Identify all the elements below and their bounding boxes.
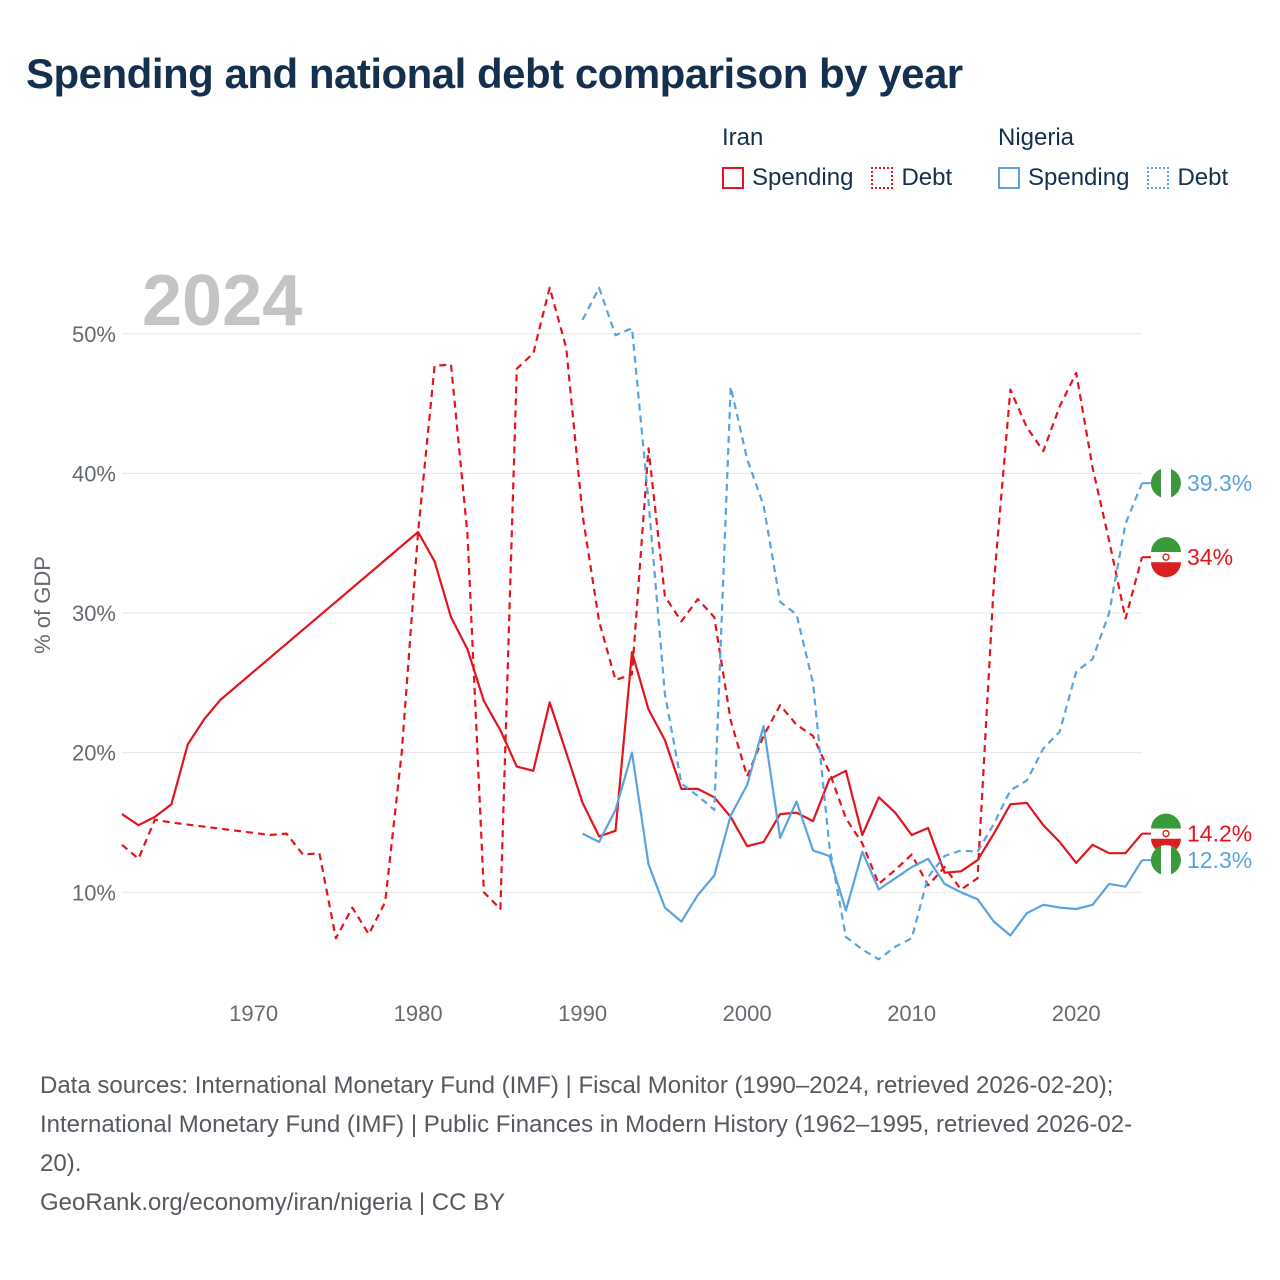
x-tick-label: 1990 [558,1001,607,1026]
year-watermark: 2024 [142,261,302,341]
legend-item-label: Spending [1028,164,1130,191]
line-chart: 2024 % of GDP 10%20%30%40%50% 1970 1980 19… [30,261,1252,1026]
chart-title: Spending and national debt comparison by… [26,50,963,97]
data-sources: Data sources: International Monetary Fun… [40,1066,1240,1222]
legend-item-nigeria-debt[interactable]: Debt [1147,164,1228,192]
y-tick-label: 10% [72,880,116,905]
nigeria-flag-icon [1151,468,1181,499]
end-value-label: 12.3% [1187,847,1252,873]
legend-item-label: Spending [752,164,854,191]
sources-line: Data sources: International Monetary Fun… [40,1072,1114,1099]
x-tick-label: 1980 [394,1001,443,1026]
legend-group-name: Iran [722,124,764,151]
source-link[interactable]: GeoRank.org/economy/iran/nigeria | CC BY [40,1189,506,1216]
legend-item-iran-debt[interactable]: Debt [871,164,952,192]
nigeria-flag-icon [1151,845,1181,876]
gridlines [122,333,1142,893]
legend-group-nigeria: Nigeria Spending Debt [998,124,1246,192]
end-value-label: 39.3% [1187,470,1252,496]
x-tick-label: 2000 [723,1001,772,1026]
y-tick-label: 50% [72,322,116,347]
end-value-label: 14.2% [1187,821,1252,847]
y-tick-label: 20% [72,741,116,766]
legend-item-label: Debt [1177,164,1229,191]
end-value-label: 34% [1187,544,1233,570]
legend-item-iran-spending[interactable]: Spending [722,164,853,192]
y-tick-label: 40% [72,461,116,486]
series-lines [121,286,1144,961]
x-tick-label: 2020 [1052,1001,1101,1026]
series-line-nigeria-debt[interactable] [581,286,1144,961]
y-axis-label: % of GDP [30,556,55,654]
series-end-markers: 14.2% 34% 12.3% 39.3% [1142,468,1252,876]
legend-group-name: Nigeria [998,124,1075,151]
y-tick-label: 30% [72,601,116,626]
sources-line: International Monetary Fund (IMF) | Publ… [40,1111,1133,1138]
solid-line-swatch-icon [998,167,1020,189]
series-line-nigeria-spending[interactable] [582,725,1143,937]
legend-group-iran: Iran Spending Debt [722,124,970,192]
series-line-iran-debt[interactable] [121,286,1144,940]
x-tick-label: 2010 [887,1001,936,1026]
dashed-line-swatch-icon [1147,167,1170,189]
legend-item-nigeria-spending[interactable]: Spending [998,164,1129,192]
x-axis-ticks: 1970 1980 1990 2000 2010 2020 [229,1001,1101,1026]
legend-item-label: Debt [901,164,953,191]
sources-line: 20). [40,1150,82,1177]
iran-flag-icon [1151,537,1181,578]
series-line-iran-spending[interactable] [121,530,1143,874]
solid-line-swatch-icon [722,167,744,189]
x-tick-label: 1970 [229,1001,278,1026]
y-axis-ticks: 10% 20% 30% 40% 50% [72,322,116,905]
dashed-line-swatch-icon [871,167,894,189]
